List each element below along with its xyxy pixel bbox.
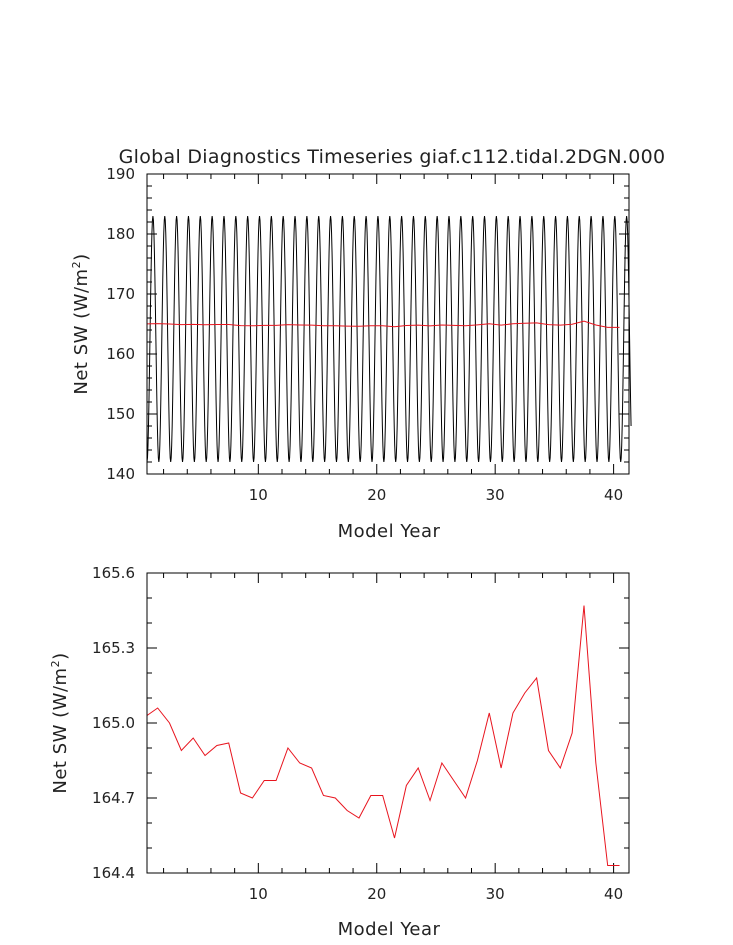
x-tick-label: 20 bbox=[367, 885, 386, 903]
series-line-red bbox=[146, 605, 620, 866]
y-tick-label: 150 bbox=[106, 405, 135, 423]
y-tick-label: 165.6 bbox=[92, 564, 135, 582]
series-line-black bbox=[146, 215, 632, 463]
y-tick-label: 170 bbox=[106, 285, 135, 303]
y-tick-label: 190 bbox=[106, 165, 135, 183]
chart-top-title: Global Diagnostics Timeseries giaf.c112.… bbox=[119, 146, 666, 168]
x-tick-label: 10 bbox=[249, 885, 268, 903]
chart-top-x-axis-label: Model Year bbox=[338, 521, 441, 542]
chart-top-y-tick-labels: 140 150 160 170 180 190 bbox=[106, 165, 135, 483]
chart-top-series-red bbox=[146, 320, 620, 328]
y-tick-label: 160 bbox=[106, 345, 135, 363]
x-tick-label: 10 bbox=[249, 486, 268, 504]
chart-bottom: 164.4 164.7 165.0 165.3 165.6 10 20 30 40 Model… bbox=[49, 564, 630, 940]
chart-top-frame bbox=[146, 173, 630, 475]
chart-bottom-frame bbox=[146, 572, 630, 874]
x-tick-label: 30 bbox=[486, 885, 505, 903]
chart-bottom-x-axis-label: Model Year bbox=[338, 919, 441, 940]
x-tick-label: 20 bbox=[367, 486, 386, 504]
y-tick-label: 165.3 bbox=[92, 639, 135, 657]
chart-bottom-x-tick-labels: 10 20 30 40 bbox=[249, 885, 623, 903]
chart-top-x-tick-labels: 10 20 30 40 bbox=[249, 486, 623, 504]
chart-bottom-ticks bbox=[147, 572, 629, 874]
x-tick-label: 40 bbox=[604, 486, 623, 504]
x-tick-label: 40 bbox=[604, 885, 623, 903]
chart-top-series-black bbox=[146, 215, 632, 463]
y-tick-label: 140 bbox=[106, 465, 135, 483]
chart-bottom-y-axis-label: Net SW (W/m2) bbox=[49, 652, 71, 793]
y-tick-label: 165.0 bbox=[92, 714, 135, 732]
y-tick-label: 164.7 bbox=[92, 789, 135, 807]
y-tick-label: 180 bbox=[106, 225, 135, 243]
series-line-red bbox=[146, 320, 620, 328]
chart-bottom-y-tick-labels: 164.4 164.7 165.0 165.3 165.6 bbox=[92, 564, 135, 882]
chart-bottom-series-red bbox=[146, 605, 620, 866]
y-tick-label: 164.4 bbox=[92, 864, 135, 882]
chart-top: Global Diagnostics Timeseries giaf.c112.… bbox=[70, 146, 665, 542]
x-tick-label: 30 bbox=[486, 486, 505, 504]
chart-top-y-axis-label: Net SW (W/m2) bbox=[70, 253, 92, 394]
